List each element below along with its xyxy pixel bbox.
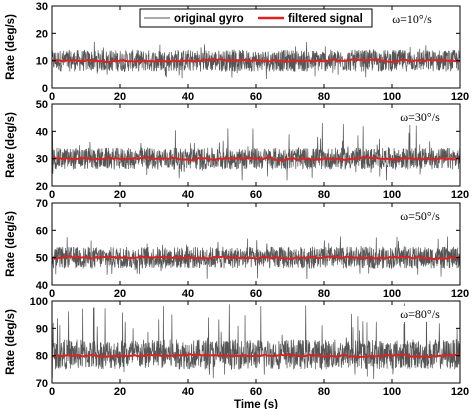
annotation-background (390, 208, 452, 224)
x-tick-label: 80 (318, 91, 330, 103)
omega-annotation: ω=50°/s (400, 209, 440, 223)
x-tick-label: 40 (182, 288, 194, 300)
x-tick-label: 100 (383, 189, 401, 201)
omega-annotation: ω=80°/s (400, 307, 440, 321)
y-tick-label: 20 (36, 181, 48, 193)
y-axis-label: Rate (deg/s) (5, 211, 17, 277)
y-tick-label: 60 (36, 225, 48, 237)
chart-panel-1: 0 20 40 60 80 100 120 0 10 20 30 Rate (deg/s) ω=10°/… (5, 1, 469, 103)
y-tick-label: 70 (36, 198, 48, 210)
y-tick-label: 10 (36, 56, 48, 68)
y-tick-label: 50 (36, 253, 48, 265)
series-original-gyro-line (52, 303, 460, 379)
y-tick-label: 80 (36, 351, 48, 363)
x-tick-label: 20 (114, 386, 126, 398)
legend-entry-label: original gyro (174, 13, 244, 25)
x-tick-label: 60 (250, 189, 262, 201)
y-tick-label: 70 (36, 378, 48, 390)
series-filtered-signal-line (52, 58, 460, 64)
x-tick-label: 80 (318, 189, 330, 201)
x-tick-label: 80 (318, 288, 330, 300)
legend-box (139, 8, 373, 28)
y-tick-label: 30 (36, 154, 48, 166)
y-tick-label: 90 (36, 323, 48, 335)
x-tick-label: 60 (250, 386, 262, 398)
x-tick-label: 40 (182, 91, 194, 103)
annotation-background (390, 306, 452, 322)
x-tick-label: 40 (182, 189, 194, 201)
y-tick-label: 40 (36, 280, 48, 292)
x-tick-label: 80 (318, 386, 330, 398)
x-tick-label: 100 (383, 288, 401, 300)
x-tick-label: 120 (451, 91, 469, 103)
x-tick-label: 20 (114, 288, 126, 300)
y-tick-label: 50 (36, 99, 48, 111)
x-tick-label: 20 (114, 189, 126, 201)
y-axis-label: Rate (deg/s) (5, 309, 17, 375)
x-tick-label: 120 (451, 288, 469, 300)
x-tick-label: 20 (114, 91, 126, 103)
legend-entry-label: filtered signal (288, 13, 363, 25)
y-axis-label: Rate (deg/s) (5, 112, 17, 178)
y-axis-label: Rate (deg/s) (5, 14, 17, 80)
y-tick-label: 0 (42, 83, 48, 95)
y-tick-label: 100 (30, 296, 48, 308)
y-tick-label: 30 (36, 1, 48, 13)
x-tick-label: 120 (451, 386, 469, 398)
x-tick-label: 0 (49, 386, 55, 398)
legend: original gyro filtered signal (139, 8, 373, 28)
x-tick-label: 60 (250, 91, 262, 103)
x-tick-label: 120 (451, 189, 469, 201)
x-tick-label: 40 (182, 386, 194, 398)
series-filtered-signal-line (52, 155, 460, 162)
x-tick-label: 100 (383, 91, 401, 103)
series-filtered-signal-line (52, 255, 460, 261)
omega-annotation: ω=10°/s (392, 12, 432, 26)
annotation-background (390, 109, 452, 125)
x-tick-label: 0 (49, 91, 55, 103)
x-tick-label: 0 (49, 189, 55, 201)
chart-panel-3: 0 20 40 60 80 100 120 40 50 60 70 Rate (deg/s) ω=50°… (5, 198, 469, 300)
chart-panel-4: 0 20 40 60 80 100 120 70 80 90 100 Rate (deg/s) Time… (5, 296, 469, 409)
x-tick-label: 100 (383, 386, 401, 398)
x-tick-label: 60 (250, 288, 262, 300)
series-original-gyro-line (52, 123, 460, 181)
x-tick-label: 0 (49, 288, 55, 300)
omega-annotation: ω=30°/s (400, 110, 440, 124)
y-tick-label: 20 (36, 28, 48, 40)
series-filtered-signal-line (52, 353, 460, 359)
y-tick-label: 40 (36, 126, 48, 138)
x-axis-label: Time (s) (234, 399, 278, 409)
